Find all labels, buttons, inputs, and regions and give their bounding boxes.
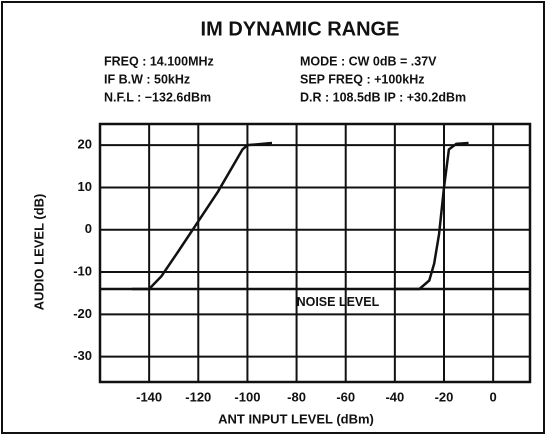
y-tick-label: 10 <box>78 179 92 194</box>
x-tick-label: -120 <box>185 389 211 404</box>
y-tick-label: -30 <box>73 348 92 363</box>
x-axis-label: ANT INPUT LEVEL (dBm) <box>218 411 374 426</box>
y-axis-label: AUDIO LEVEL (dB) <box>31 194 46 311</box>
y-tick-label: 0 <box>85 221 92 236</box>
info-text: D.R : 108.5dB IP : +30.2dBm <box>300 90 466 104</box>
chart-title: IM DYNAMIC RANGE <box>201 18 400 40</box>
x-tick-label: 0 <box>490 389 497 404</box>
info-text: IF B.W : 50kHz <box>104 72 190 86</box>
y-tick-label: 20 <box>78 137 92 152</box>
x-tick-label: -60 <box>336 389 355 404</box>
x-tick-label: -140 <box>136 389 162 404</box>
x-tick-label: -40 <box>385 389 404 404</box>
info-text: SEP FREQ : +100kHz <box>300 72 424 86</box>
noise-label: NOISE LEVEL <box>297 295 380 309</box>
y-tick-label: -20 <box>73 306 92 321</box>
info-text: FREQ : 14.100MHz <box>104 54 214 68</box>
x-tick-label: -20 <box>435 389 454 404</box>
x-tick-label: -100 <box>234 389 260 404</box>
info-text: MODE : CW 0dB = .37V <box>300 54 437 68</box>
x-tick-label: -80 <box>287 389 306 404</box>
info-text: N.F.L : −132.6dBm <box>104 90 211 104</box>
response-line <box>394 141 469 291</box>
y-tick-label: -10 <box>73 263 92 278</box>
plot-frame <box>98 122 532 384</box>
response-line <box>131 141 273 291</box>
